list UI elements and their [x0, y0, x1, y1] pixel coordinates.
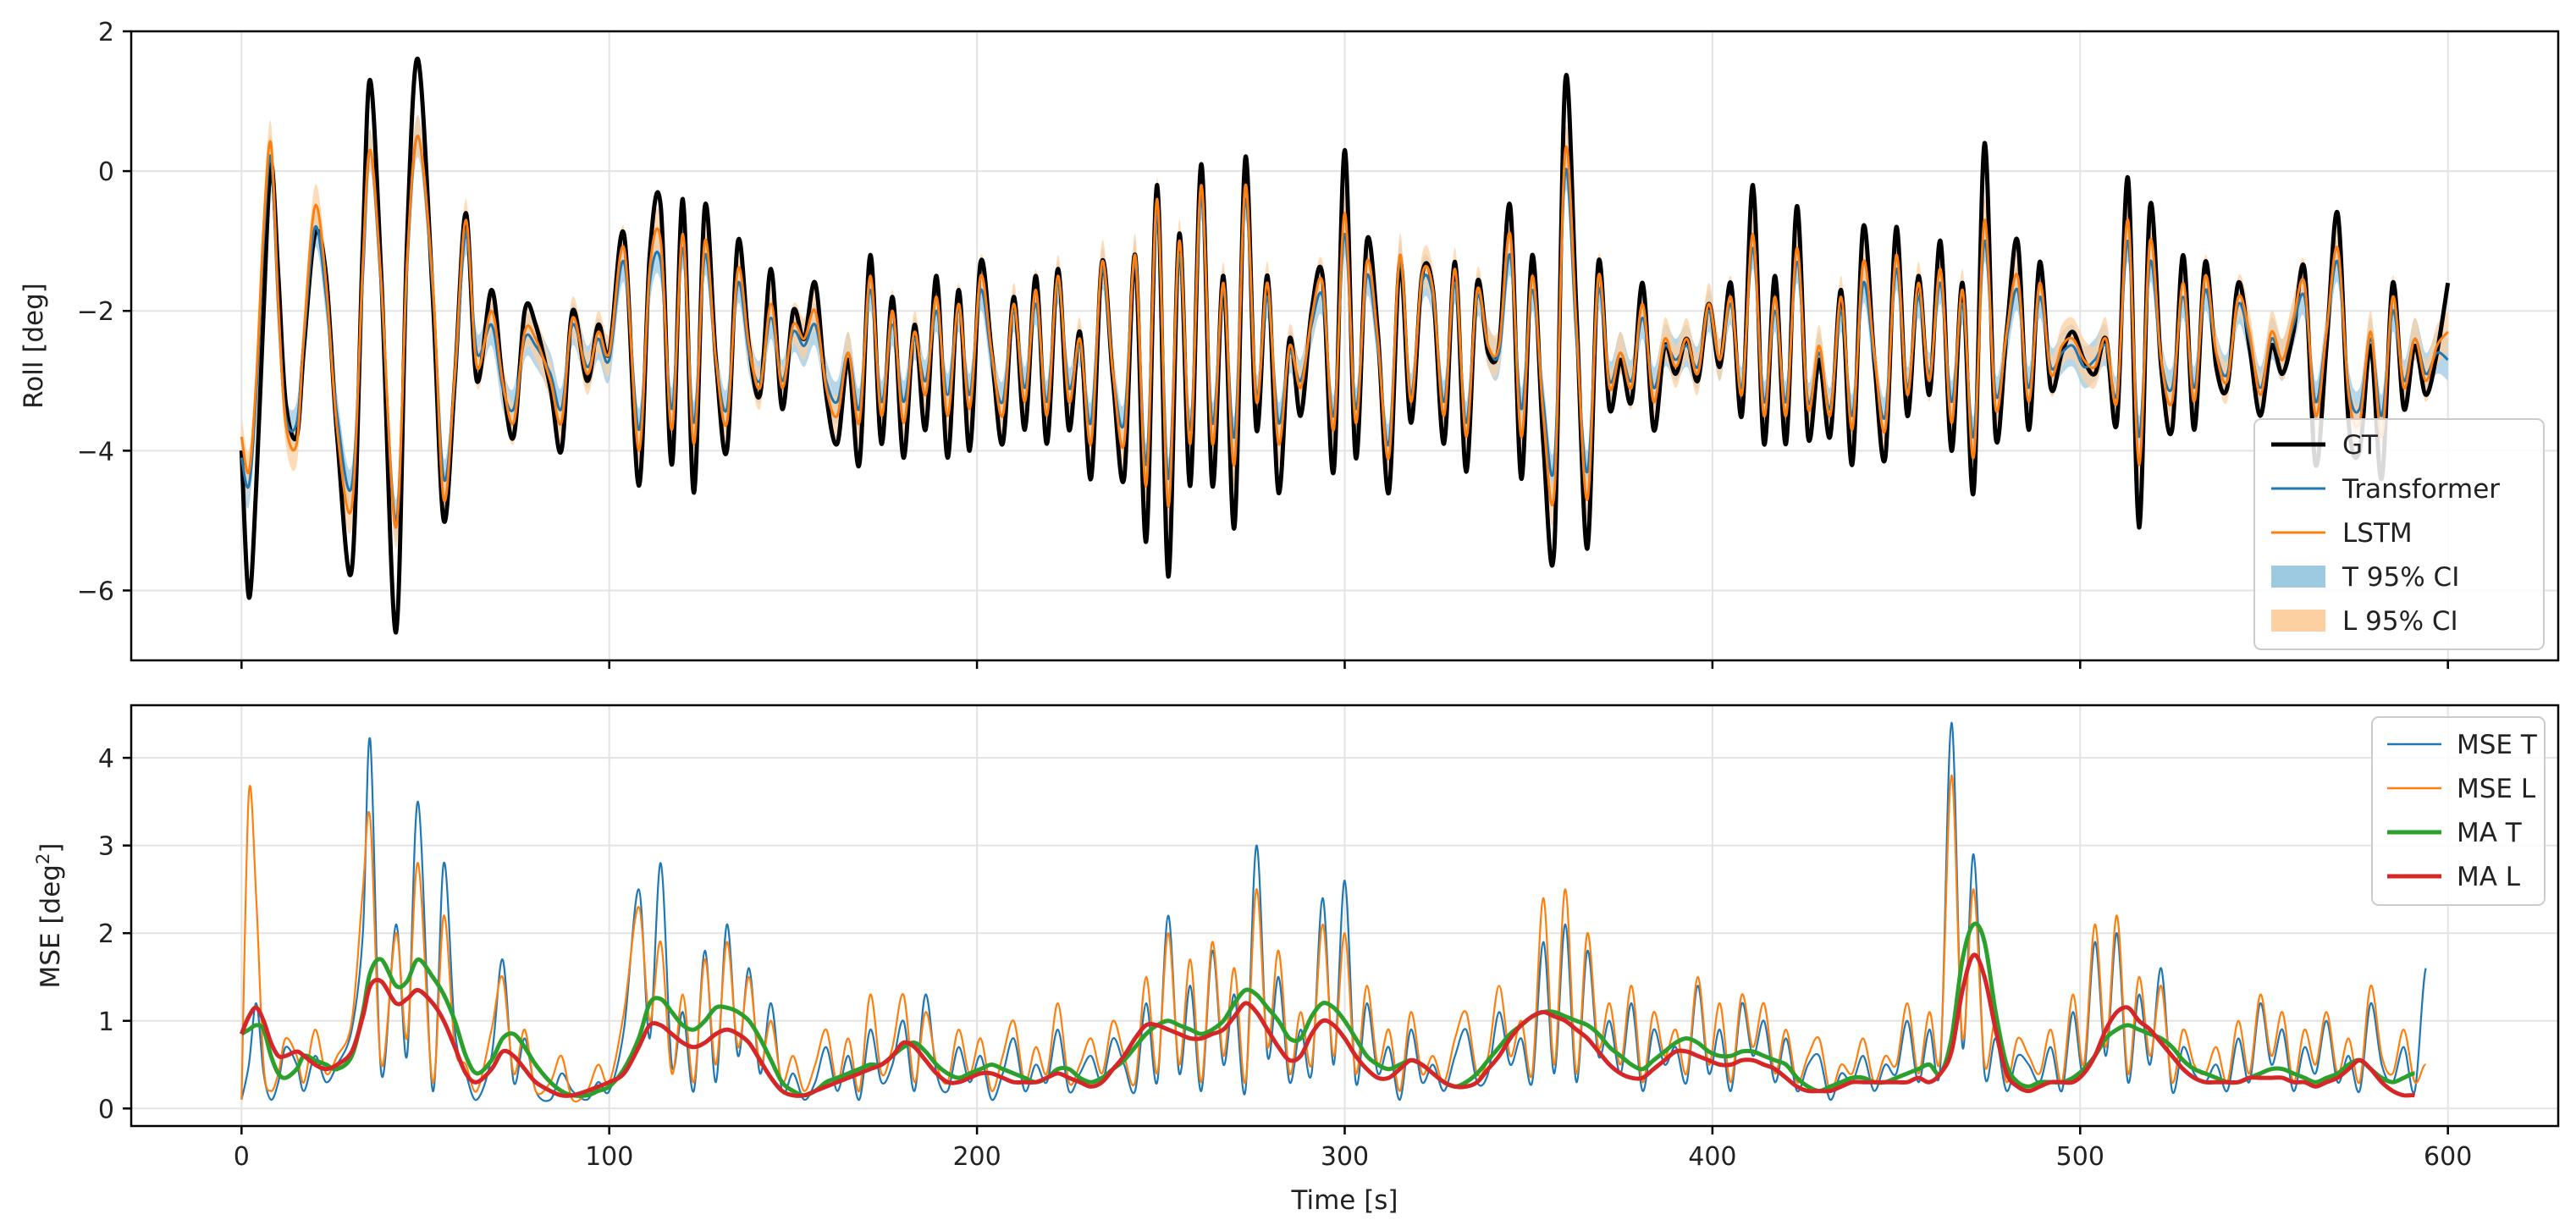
roll-legend-label-3: T 95% CI — [2342, 562, 2459, 593]
roll-ytick-label-2: 2 — [98, 18, 114, 47]
roll-ytick-label--4: −4 — [77, 437, 114, 466]
roll-legend-marker-4 — [2271, 610, 2325, 632]
roll-legend-marker-3 — [2271, 566, 2325, 588]
mse-xtick-label-0: 0 — [234, 1142, 250, 1172]
mse-x-axis-label: Time [s] — [1290, 1185, 1398, 1216]
mse-ytick-label-4: 4 — [98, 744, 114, 774]
mse-xtick-label-300: 300 — [1321, 1142, 1369, 1172]
mse-y-axis-label: MSE [deg2] — [33, 843, 66, 989]
mse-xtick-label-400: 400 — [1688, 1142, 1736, 1172]
mse-ytick-label-0: 0 — [98, 1095, 114, 1124]
mse-ytick-label-3: 3 — [98, 832, 114, 862]
mse-ytick-label-2: 2 — [98, 919, 114, 949]
mse-legend-label-2: MA T — [2457, 818, 2523, 848]
roll-legend-label-0: GT — [2342, 430, 2379, 461]
roll-ytick-label--2: −2 — [77, 297, 114, 327]
roll-y-axis-label: Roll [deg] — [19, 283, 49, 409]
mse-xtick-label-100: 100 — [585, 1142, 633, 1172]
mse-legend-label-1: MSE L — [2457, 774, 2536, 804]
series-ma-l-line — [239, 952, 2416, 1098]
mse-panel: 0 100 200 300 400 500 600 0 1 2 3 4 Time [s] MSE [deg… — [33, 704, 2560, 1216]
mse-legend: MSE T MSE L MA T MA L — [2371, 716, 2546, 906]
mse-legend-label-3: MA L — [2457, 862, 2521, 892]
roll-legend-label-2: LSTM — [2342, 518, 2413, 549]
mse-xtick-label-200: 200 — [952, 1142, 1001, 1172]
roll-panel: −6 −4 −2 0 2 Roll [deg] GT Transformer LSTM T 95%… — [19, 18, 2560, 669]
roll-ytick-label--6: −6 — [77, 577, 114, 606]
roll-legend-label-4: L 95% CI — [2342, 606, 2458, 637]
roll-legend-label-1: Transformer — [2342, 474, 2500, 505]
mse-xtick-label-600: 600 — [2424, 1142, 2472, 1172]
roll-legend: GT Transformer LSTM T 95% CI L 95% CI — [2253, 418, 2545, 650]
mse-ytick-label-1: 1 — [98, 1007, 114, 1037]
roll-ytick-label-0: 0 — [98, 157, 114, 187]
series-lstm-line — [240, 135, 2449, 529]
mse-legend-label-0: MSE T — [2457, 730, 2538, 760]
mse-xtick-label-500: 500 — [2056, 1142, 2104, 1172]
series-transformer-line — [240, 135, 2449, 522]
series-mse-l-line — [240, 774, 2427, 1103]
